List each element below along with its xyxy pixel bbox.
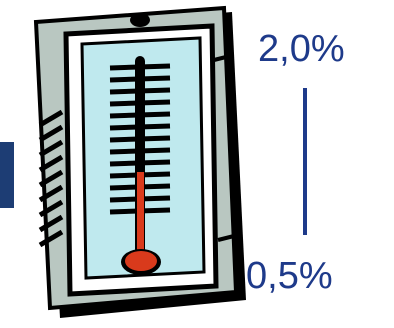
scale-top-label: 2,0% — [258, 28, 345, 70]
frame-ribs — [38, 109, 64, 248]
scale-ticks — [109, 63, 171, 215]
frame-ribs-right — [213, 54, 235, 242]
left-accent-bar — [0, 142, 14, 208]
hanging-hole — [130, 13, 150, 27]
mercury-column — [137, 172, 144, 256]
thermometer-bulb — [125, 251, 157, 271]
scale-bottom-label: 0,5% — [246, 255, 333, 297]
range-line — [303, 88, 307, 235]
